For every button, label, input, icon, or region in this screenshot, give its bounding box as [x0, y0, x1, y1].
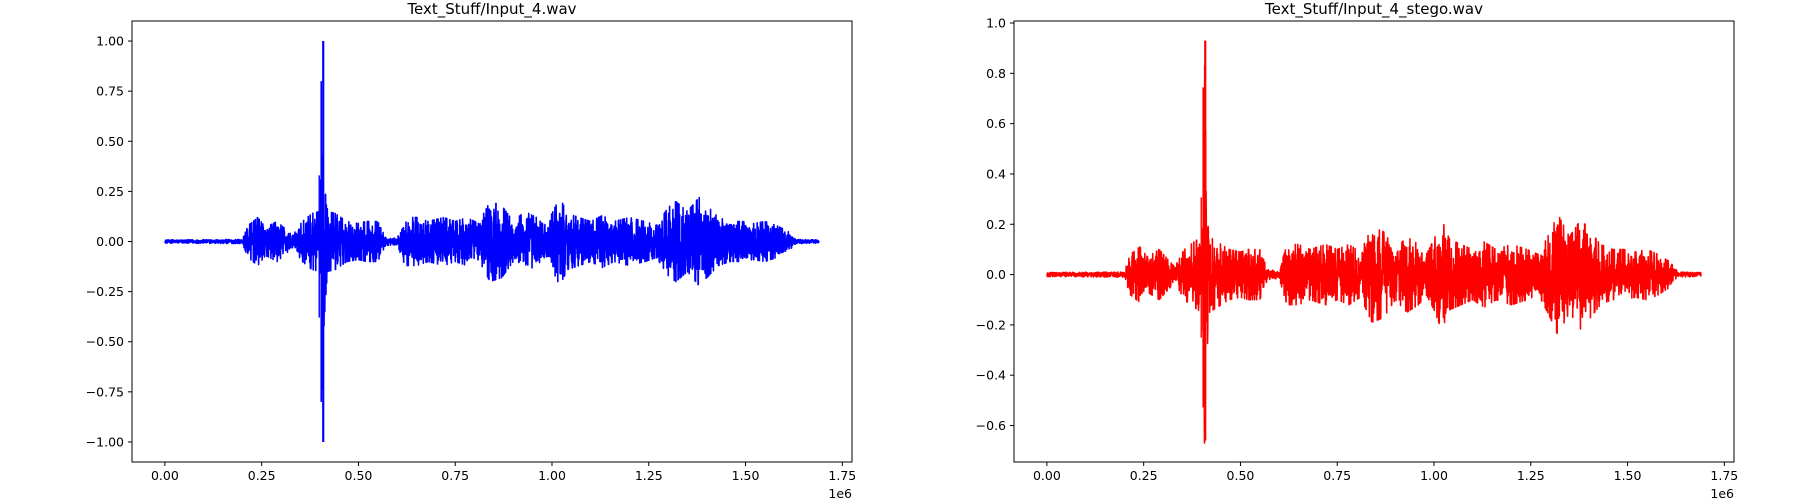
y-tick-label: 0.00 [96, 234, 124, 249]
y-tick-label: −0.2 [976, 317, 1006, 332]
y-tick-label: −0.4 [976, 368, 1006, 383]
x-tick-label: 0.25 [248, 468, 276, 483]
y-tick-label: −0.75 [86, 384, 124, 399]
y-tick-label: 0.8 [986, 66, 1006, 81]
x-tick-label: 1.25 [635, 468, 663, 483]
x-tick-label: 1.25 [1517, 468, 1545, 483]
y-tick-label: 0.6 [986, 116, 1006, 131]
waveform-line-left [164, 153, 820, 391]
y-tick-label: 0.2 [986, 217, 1006, 232]
chart-left: 0.00 0.25 0.50 0.75 1.00 1.25 1.50 1.75 −1.00 −0… [86, 0, 857, 500]
waveform-right-layer [1046, 40, 1702, 444]
y-axis-left: −1.00 −0.75 −0.50 −0.25 0.00 0.25 0.50 0.75 1.00 [86, 34, 132, 449]
axes-frame-right [1013, 20, 1735, 463]
y-tick-label: 0.4 [986, 166, 1006, 181]
y-tick-label: 1.00 [96, 34, 124, 49]
chart-title-left: Text_Stuff/Input_4.wav [406, 0, 576, 19]
y-tick-label: 0.75 [96, 84, 124, 99]
x-tick-label: 1.50 [1614, 468, 1642, 483]
x-axis-right: 0.00 0.25 0.50 0.75 1.00 1.25 1.50 1.75 [1033, 462, 1738, 483]
x-tick-label: 1.00 [1420, 468, 1448, 483]
y-tick-label: −0.6 [976, 418, 1006, 433]
x-tick-label: 1.00 [538, 468, 566, 483]
chart-title-right: Text_Stuff/Input_4_stego.wav [1264, 0, 1483, 19]
x-offset-label-left: 1e6 [828, 486, 852, 500]
y-tick-label: 1.0 [986, 16, 1006, 31]
waveform-line-right [1046, 64, 1702, 444]
x-offset-label-right: 1e6 [1710, 486, 1734, 500]
y-tick-label: −0.25 [86, 284, 124, 299]
y-tick-label: 0.25 [96, 184, 124, 199]
x-tick-label: 0.50 [345, 468, 373, 483]
x-tick-label: 0.00 [151, 468, 179, 483]
x-tick-label: 0.25 [1130, 468, 1158, 483]
y-tick-label: −0.50 [86, 334, 124, 349]
x-axis-left: 0.00 0.25 0.50 0.75 1.00 1.25 1.50 1.75 [151, 462, 856, 483]
x-tick-label: 0.75 [441, 468, 469, 483]
x-tick-label: 0.75 [1323, 468, 1351, 483]
x-tick-label: 1.50 [732, 468, 760, 483]
chart-right: 0.00 0.25 0.50 0.75 1.00 1.25 1.50 1.75 −0.6−0.… [976, 0, 1739, 500]
y-axis-right: −0.6 −0.4 −0.2 0.0 0.2 0.4 0.6 0.8 1.0 [976, 16, 1014, 433]
x-tick-label: 1.75 [828, 468, 856, 483]
y-tick-label: −1.00 [86, 434, 124, 449]
x-tick-label: 1.75 [1710, 468, 1738, 483]
y-tick-label: 0.50 [96, 134, 124, 149]
y-tick-label: 0.0 [986, 267, 1006, 282]
x-tick-label: 0.50 [1227, 468, 1255, 483]
waveform-left-layer [164, 41, 820, 442]
x-tick-label: 0.00 [1033, 468, 1061, 483]
